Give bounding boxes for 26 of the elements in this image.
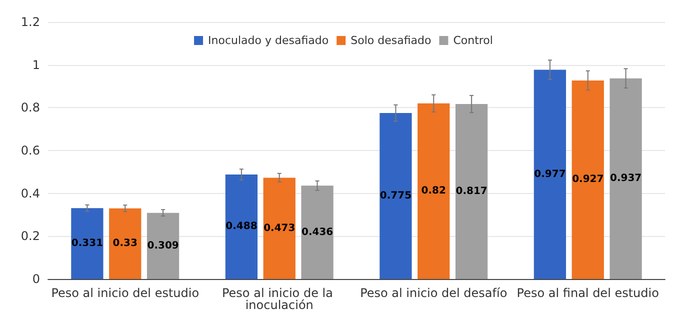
data-label: 0.937 (610, 173, 642, 184)
data-label: 0.817 (456, 186, 488, 198)
data-label: 0.473 (264, 222, 296, 234)
x-tick-label: Peso al inicio del estudio (51, 286, 200, 300)
data-label: 0.775 (380, 190, 412, 202)
data-label: 0.927 (572, 174, 604, 186)
data-label: 0.977 (534, 168, 566, 180)
x-tick-label: Peso al inicio de la inoculación (222, 286, 337, 312)
data-label: 0.331 (71, 238, 104, 250)
data-label: 0.82 (421, 186, 446, 197)
x-tick-label: Peso al final del estudio (516, 286, 659, 300)
legend-label: Inoculado y desafiado (208, 34, 329, 47)
y-tick-label: 0.4 (20, 186, 40, 200)
y-tick-label: 1 (32, 58, 40, 72)
legend-label: Solo desafiado (350, 34, 432, 47)
data-label: 0.488 (226, 221, 258, 232)
y-tick-label: 1.2 (20, 15, 40, 29)
y-tick-label: 0.2 (20, 229, 40, 244)
legend-label: Control (453, 34, 493, 47)
data-label: 0.33 (112, 238, 138, 250)
x-tick-label: Peso al inicio del desafío (360, 286, 508, 300)
y-tick-label: 0.6 (20, 144, 40, 158)
y-tick-label: 0.8 (20, 100, 40, 115)
data-label: 0.436 (301, 226, 334, 238)
y-tick-label: 0 (32, 272, 40, 286)
data-label: 0.309 (147, 240, 179, 252)
